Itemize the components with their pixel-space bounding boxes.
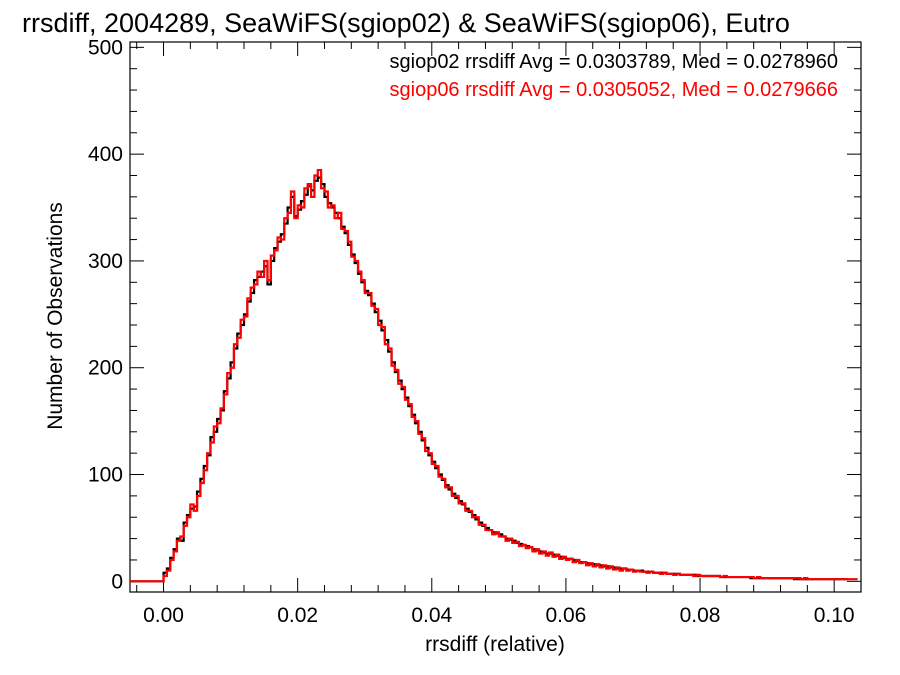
y-axis-label: Number of Observations <box>44 202 67 430</box>
plot-frame <box>129 41 862 593</box>
x-tick-label: 0.08 <box>680 604 721 627</box>
y-tick-label: 0 <box>111 570 123 593</box>
series-line-sgiop06 <box>130 169 858 583</box>
x-tick-label: 0.04 <box>411 604 452 627</box>
legend-entry-sgiop02: sgiop02 rrsdiff Avg = 0.0303789, Med = 0… <box>390 51 839 73</box>
chart-title: rrsdiff, 2004289, SeaWiFS(sgiop02) & Sea… <box>22 8 790 38</box>
y-tick-label: 300 <box>88 250 123 273</box>
series-line-sgiop02 <box>130 176 848 583</box>
x-tick-label: 0.00 <box>143 604 184 627</box>
x-tick-label: 0.06 <box>545 604 586 627</box>
x-axis-label: rrsdiff (relative) <box>425 633 565 656</box>
legend-entry-sgiop06: sgiop06 rrsdiff Avg = 0.0305052, Med = 0… <box>390 79 839 101</box>
y-tick-label: 400 <box>88 143 123 166</box>
plot-border <box>129 41 862 593</box>
y-tick-label: 100 <box>88 464 123 487</box>
axis-tick-labels: 0.00 0.02 0.04 0.06 0.08 0.10 0 100 200 300 400 500 <box>88 36 855 627</box>
x-tick-label: 0.02 <box>277 604 318 627</box>
y-tick-label: 200 <box>88 357 123 380</box>
histogram-series <box>130 169 858 583</box>
axis-ticks <box>130 42 862 592</box>
y-tick-label: 500 <box>88 36 123 59</box>
x-tick-label: 0.10 <box>814 604 855 627</box>
